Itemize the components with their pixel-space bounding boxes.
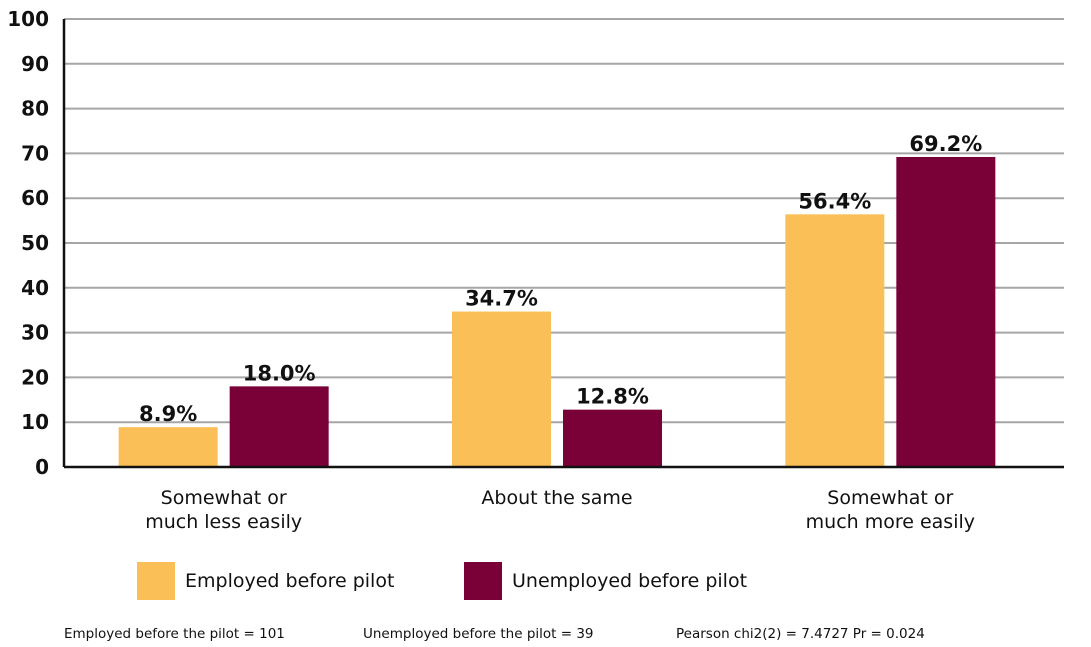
x-category-label: much more easily [806, 511, 975, 533]
legend: Employed before pilot Unemployed before … [0, 562, 1091, 602]
y-tick-label: 0 [35, 455, 49, 479]
bar-unemployed-2 [896, 156, 996, 467]
bar-unemployed-0 [229, 386, 329, 467]
x-category-label: Somewhat or [827, 487, 953, 509]
y-tick-label: 20 [21, 365, 49, 389]
y-tick-label: 90 [21, 52, 49, 76]
y-tick-label: 40 [21, 276, 49, 300]
y-tick-label: 30 [21, 321, 49, 345]
footnote-unemployed-n: Unemployed before the pilot = 39 [363, 626, 594, 642]
y-tick-label: 100 [7, 7, 49, 31]
bar-value-labels: 8.9% 18.0% 34.7% 12.8% 56.4% 69.2% [139, 132, 982, 426]
legend-item-unemployed: Unemployed before pilot [464, 562, 747, 600]
bar-value-label: 12.8% [576, 385, 649, 409]
footnote-chi2: Pearson chi2(2) = 7.4727 Pr = 0.024 [676, 626, 925, 642]
legend-label-unemployed: Unemployed before pilot [512, 570, 748, 592]
y-tick-label: 70 [21, 141, 49, 165]
y-tick-label: 80 [21, 97, 49, 121]
x-category-label: much less easily [145, 511, 302, 533]
y-axis-ticks: 0 10 20 30 40 50 60 70 80 90 100 [7, 7, 49, 479]
bar-employed-1 [452, 311, 551, 467]
bar-employed-2 [785, 214, 885, 467]
legend-swatch-unemployed [464, 562, 502, 600]
bar-value-label: 8.9% [139, 402, 197, 426]
y-tick-label: 60 [21, 186, 49, 210]
bar-employed-0 [118, 427, 218, 467]
y-tick-label: 10 [21, 410, 49, 434]
y-tick-label: 50 [21, 231, 49, 255]
x-category-label: Somewhat or [161, 487, 287, 509]
gridlines [64, 18, 1064, 424]
bars [118, 156, 996, 467]
footnote-employed-n: Employed before the pilot = 101 [64, 626, 285, 642]
legend-item-employed: Employed before pilot [137, 562, 394, 600]
bar-value-label: 56.4% [798, 189, 871, 213]
bar-unemployed-1 [563, 409, 662, 467]
bar-value-label: 34.7% [465, 287, 538, 311]
bar-value-label: 18.0% [243, 361, 316, 385]
x-category-label: About the same [481, 487, 632, 509]
bar-chart: 0 10 20 30 40 50 60 70 80 90 100 8.9% 18.0% 34.7% 12.… [7, 7, 1064, 533]
legend-label-employed: Employed before pilot [185, 570, 395, 592]
bar-value-label: 69.2% [909, 132, 982, 156]
legend-swatch-employed [137, 562, 175, 600]
